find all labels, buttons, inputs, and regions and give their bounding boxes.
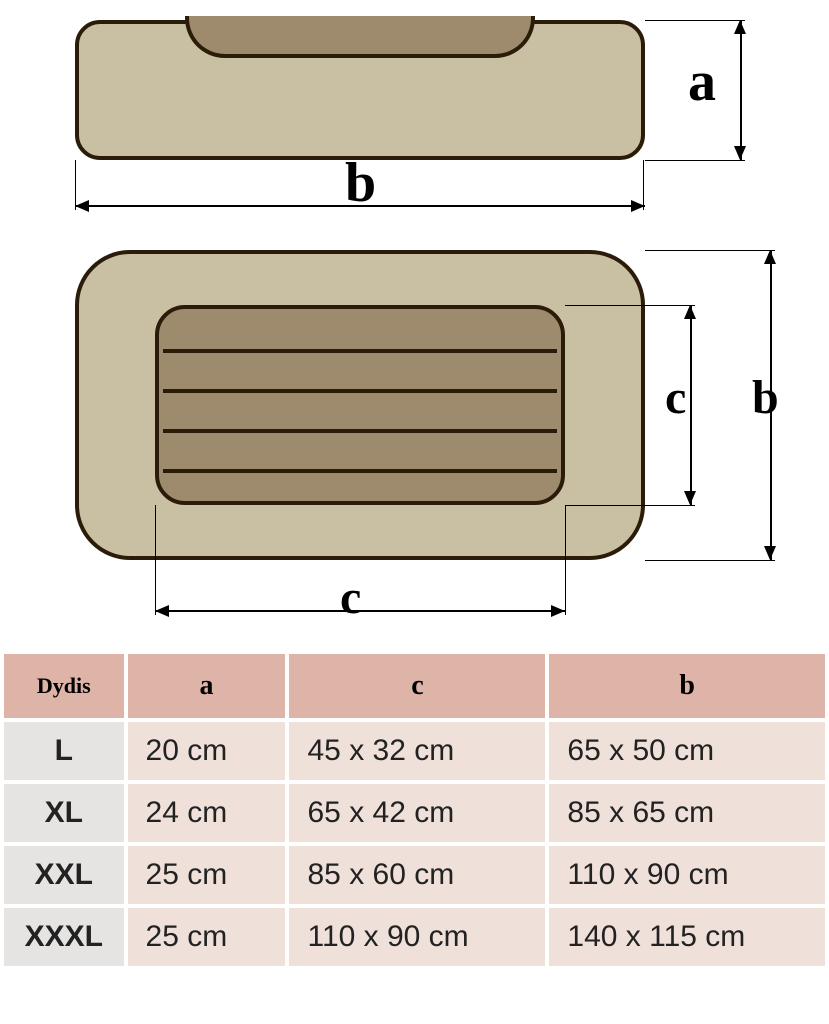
size-cell: XXL: [4, 846, 124, 904]
size-cell: L: [4, 722, 124, 780]
top-view: [75, 250, 645, 560]
col-header-a: a: [128, 654, 286, 718]
a-cell: 24 cm: [128, 784, 286, 842]
dimension-b-top: b: [75, 165, 645, 225]
table-header-row: Dydis a c b: [4, 654, 825, 718]
table-row: XXXL 25 cm 110 x 90 cm 140 x 115 cm: [4, 908, 825, 966]
size-cell: XXXL: [4, 908, 124, 966]
b-cell: 110 x 90 cm: [549, 846, 825, 904]
size-cell: XL: [4, 784, 124, 842]
a-cell: 20 cm: [128, 722, 286, 780]
top-view-inner: [155, 305, 565, 505]
dimension-b-right-label: b: [752, 370, 779, 425]
c-cell: 45 x 32 cm: [289, 722, 545, 780]
b-cell: 140 x 115 cm: [549, 908, 825, 966]
side-view-inner: [185, 16, 535, 58]
size-table: Dydis a c b L 20 cm 45 x 32 cm 65 x 50 c…: [0, 650, 829, 970]
table-row: XL 24 cm 65 x 42 cm 85 x 65 cm: [4, 784, 825, 842]
b-cell: 65 x 50 cm: [549, 722, 825, 780]
c-cell: 110 x 90 cm: [289, 908, 545, 966]
col-header-c: c: [289, 654, 545, 718]
b-cell: 85 x 65 cm: [549, 784, 825, 842]
dimension-b-top-label: b: [345, 151, 376, 215]
c-cell: 85 x 60 cm: [289, 846, 545, 904]
col-header-dydis: Dydis: [4, 654, 124, 718]
c-cell: 65 x 42 cm: [289, 784, 545, 842]
table-row: XXL 25 cm 85 x 60 cm 110 x 90 cm: [4, 846, 825, 904]
col-header-b: b: [549, 654, 825, 718]
dimension-diagram: a b c b: [0, 0, 829, 650]
dimension-c-right-label: c: [665, 370, 686, 425]
side-view: [75, 20, 645, 160]
table-row: L 20 cm 45 x 32 cm 65 x 50 cm: [4, 722, 825, 780]
dimension-a-label: a: [688, 50, 716, 114]
a-cell: 25 cm: [128, 908, 286, 966]
dimension-c-bottom-label: c: [340, 570, 361, 625]
a-cell: 25 cm: [128, 846, 286, 904]
